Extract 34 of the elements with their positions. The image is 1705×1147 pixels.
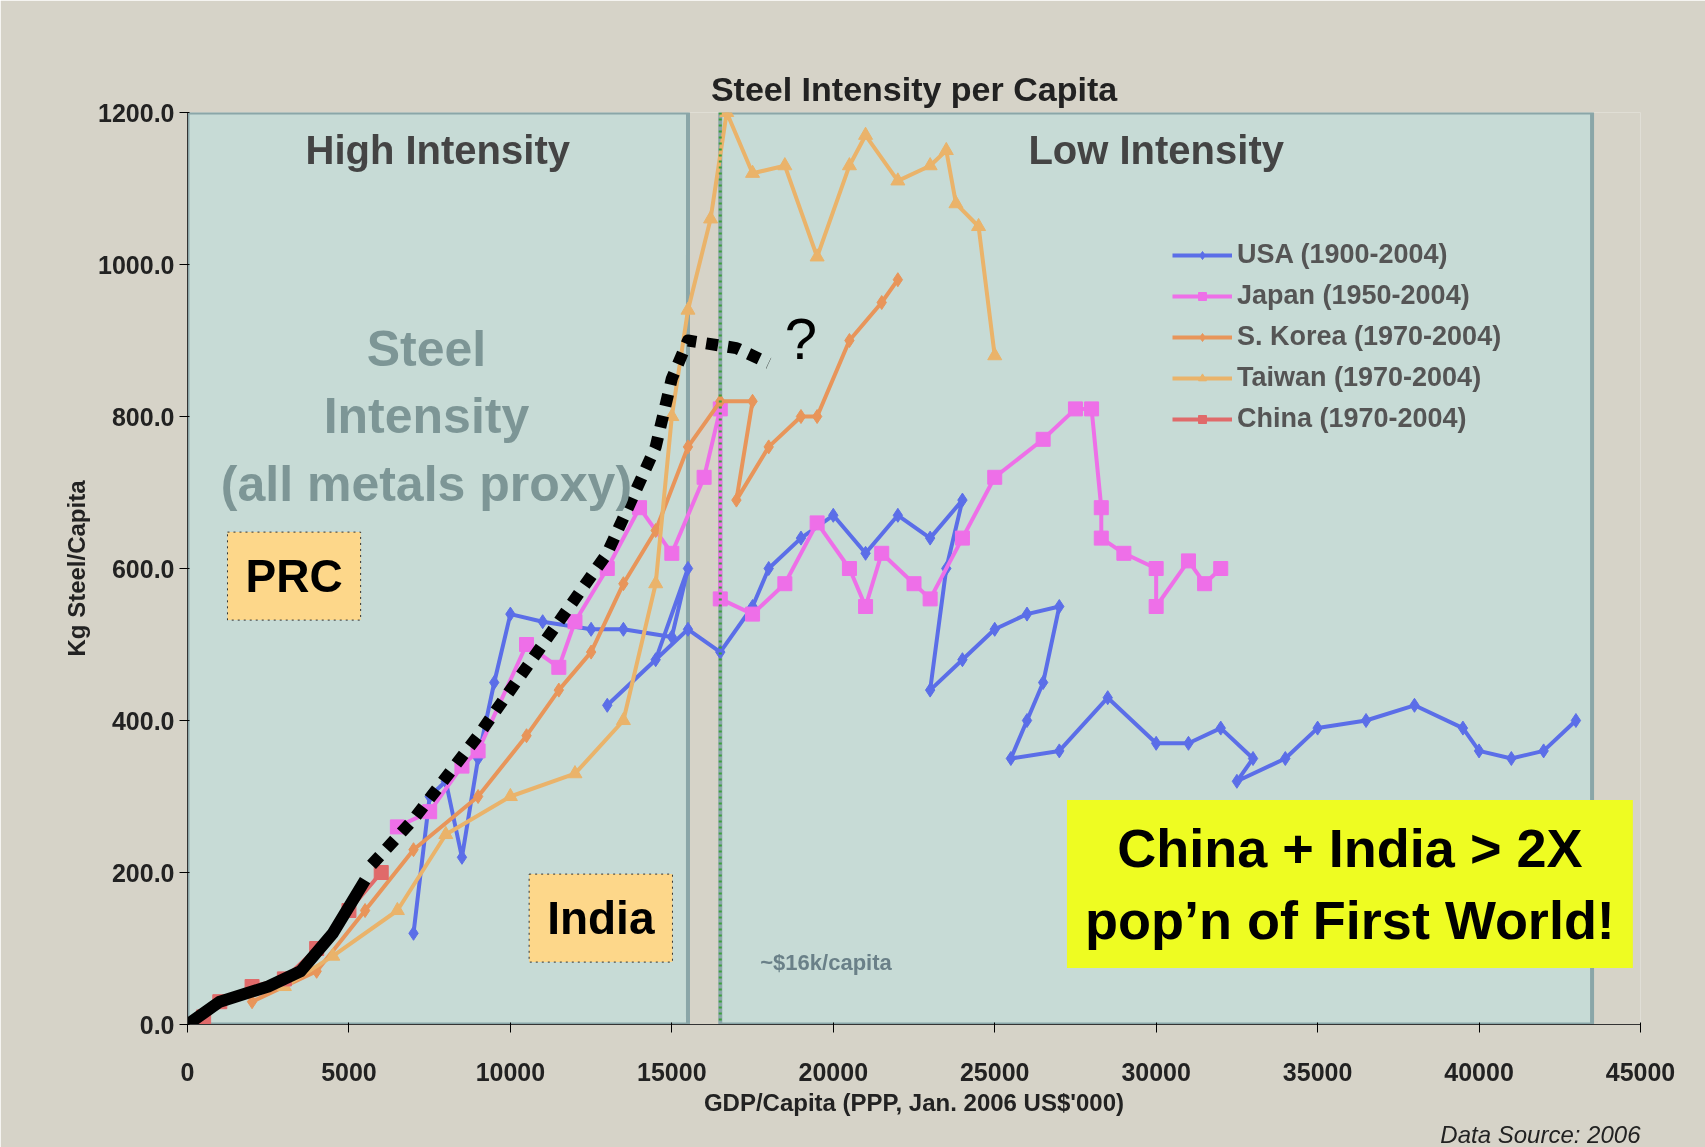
y-tick-label: 0.0 xyxy=(139,1010,175,1039)
annotation: ? xyxy=(784,305,818,371)
legend-label: Japan (1950-2004) xyxy=(1237,280,1470,311)
y-tick-label: 1200.0 xyxy=(98,98,175,127)
chart-title: Steel Intensity per Capita xyxy=(710,69,1119,108)
annotation: PRC xyxy=(245,550,343,603)
x-tick-label: 25000 xyxy=(959,1057,1030,1086)
band-label: Low Intensity xyxy=(1028,127,1285,172)
x-tick-label: 5000 xyxy=(321,1057,377,1086)
y-tick-label: 200.0 xyxy=(111,858,175,887)
y-tick-label: 600.0 xyxy=(111,554,175,583)
legend-label: China (1970-2004) xyxy=(1237,403,1467,434)
source-note: Data Source: 2006 xyxy=(1440,1120,1642,1147)
ref-line-label: ~$16k/capita xyxy=(760,949,893,975)
x-tick-label: 15000 xyxy=(637,1057,707,1086)
x-axis-title: GDP/Capita (PPP, Jan. 2006 US$'000) xyxy=(703,1088,1125,1116)
y-tick-label: 1000.0 xyxy=(98,250,175,279)
y-tick-label: 400.0 xyxy=(111,706,175,735)
y-tick-label: 800.0 xyxy=(111,402,175,431)
legend-label: USA (1900-2004) xyxy=(1237,239,1448,270)
annotation: India xyxy=(547,892,655,945)
x-tick-label: 45000 xyxy=(1605,1057,1676,1086)
annotation: Steel Intensity (all metals proxy) xyxy=(220,321,633,512)
x-tick-label: 0 xyxy=(180,1057,195,1086)
y-axis-title: Kg Steel/Capita xyxy=(63,479,91,657)
x-tick-label: 35000 xyxy=(1282,1057,1353,1086)
legend-label: S. Korea (1970-2004) xyxy=(1237,321,1502,352)
x-tick-label: 30000 xyxy=(1121,1057,1191,1086)
band-label: High Intensity xyxy=(305,127,571,172)
annotation: China + India > 2X pop’n of First World! xyxy=(1084,817,1615,950)
x-tick-label: 20000 xyxy=(798,1057,869,1086)
x-tick-label: 10000 xyxy=(475,1057,546,1086)
x-tick-label: 40000 xyxy=(1444,1057,1514,1086)
legend-label: Taiwan (1970-2004) xyxy=(1237,362,1482,393)
